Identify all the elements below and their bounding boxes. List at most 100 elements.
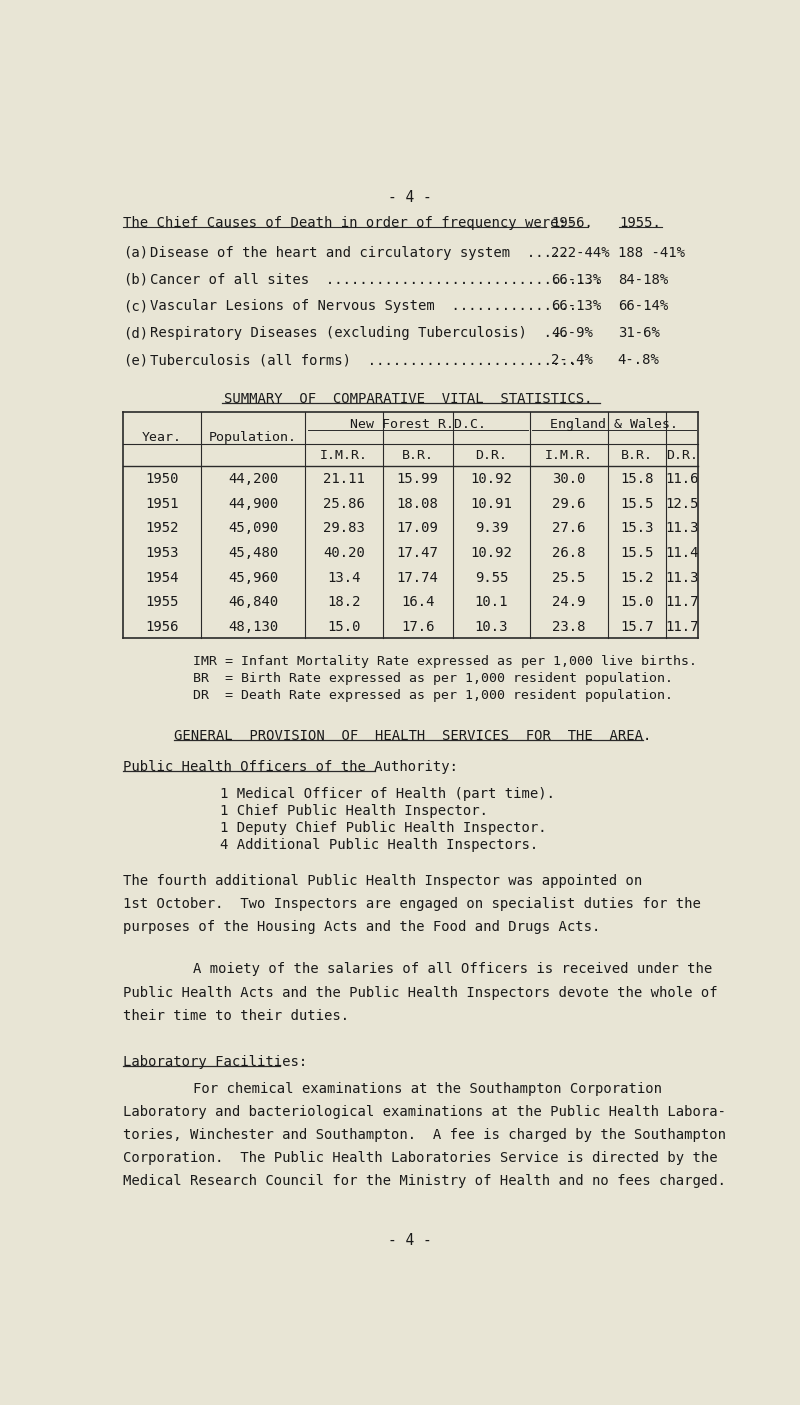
Text: purposes of the Housing Acts and the Food and Drugs Acts.: purposes of the Housing Acts and the Foo… [123,920,601,934]
Text: Corporation.  The Public Health Laboratories Service is directed by the: Corporation. The Public Health Laborator… [123,1151,718,1165]
Text: 2-.4%: 2-.4% [551,354,593,367]
Text: I.M.R.: I.M.R. [320,448,368,462]
Text: 21.11: 21.11 [323,472,365,486]
Text: Laboratory and bacteriological examinations at the Public Health Labora-: Laboratory and bacteriological examinati… [123,1104,726,1118]
Text: Cancer of all sites  .................................: Cancer of all sites ....................… [150,273,602,287]
Text: New Forest R.D.C.: New Forest R.D.C. [350,419,486,431]
Text: 45,090: 45,090 [228,521,278,535]
Text: 15.99: 15.99 [397,472,438,486]
Text: 29.6: 29.6 [552,496,586,510]
Text: B.R.: B.R. [402,448,434,462]
Text: 10.3: 10.3 [474,620,508,634]
Text: (e): (e) [123,354,148,367]
Text: 9.39: 9.39 [474,521,508,535]
Text: 4-.8%: 4-.8% [618,354,659,367]
Text: 15.5: 15.5 [620,496,654,510]
Text: DR  = Death Rate expressed as per 1,000 resident population.: DR = Death Rate expressed as per 1,000 r… [193,688,673,702]
Text: The fourth additional Public Health Inspector was appointed on: The fourth additional Public Health Insp… [123,874,642,888]
Text: 1951: 1951 [146,496,178,510]
Text: 17.47: 17.47 [397,547,438,561]
Text: - 4 -: - 4 - [388,1232,432,1248]
Text: 10.92: 10.92 [470,547,512,561]
Text: 4 Additional Public Health Inspectors.: 4 Additional Public Health Inspectors. [220,837,538,851]
Text: Laboratory Facilities:: Laboratory Facilities: [123,1055,307,1069]
Text: 66-14%: 66-14% [618,299,668,313]
Text: (a): (a) [123,246,148,260]
Text: 84-18%: 84-18% [618,273,668,287]
Text: 9.55: 9.55 [474,570,508,584]
Text: 48,130: 48,130 [228,620,278,634]
Text: Vascular Lesions of Nervous System  ...............: Vascular Lesions of Nervous System .....… [150,299,578,313]
Text: 23.8: 23.8 [552,620,586,634]
Text: IMR = Infant Mortality Rate expressed as per 1,000 live births.: IMR = Infant Mortality Rate expressed as… [193,655,697,669]
Text: 25.5: 25.5 [552,570,586,584]
Text: 15.0: 15.0 [620,596,654,610]
Text: 1956: 1956 [146,620,178,634]
Text: 1st October.  Two Inspectors are engaged on specialist duties for the: 1st October. Two Inspectors are engaged … [123,896,701,910]
Text: BR  = Birth Rate expressed as per 1,000 resident population.: BR = Birth Rate expressed as per 1,000 r… [193,672,673,686]
Text: 1955.: 1955. [619,216,661,230]
Text: 26.8: 26.8 [552,547,586,561]
Text: The Chief Causes of Death in order of frequency were:-: The Chief Causes of Death in order of fr… [123,216,575,230]
Text: 45,480: 45,480 [228,547,278,561]
Text: D.R.: D.R. [666,448,698,462]
Text: (d): (d) [123,326,148,340]
Text: 1950: 1950 [146,472,178,486]
Text: 44,200: 44,200 [228,472,278,486]
Text: SUMMARY  OF  COMPARATIVE  VITAL  STATISTICS.: SUMMARY OF COMPARATIVE VITAL STATISTICS. [224,392,593,406]
Text: A moiety of the salaries of all Officers is received under the: A moiety of the salaries of all Officers… [193,962,712,976]
Text: 16.4: 16.4 [401,596,434,610]
Text: 13.4: 13.4 [327,570,361,584]
Text: 1 Deputy Chief Public Health Inspector.: 1 Deputy Chief Public Health Inspector. [220,821,546,835]
Text: Public Health Officers of the Authority:: Public Health Officers of the Authority: [123,760,458,774]
Text: 10.1: 10.1 [474,596,508,610]
Text: Disease of the heart and circulatory system  .....: Disease of the heart and circulatory sys… [150,246,569,260]
Text: 11.6: 11.6 [666,472,698,486]
Text: D.R.: D.R. [475,448,507,462]
Text: 1952: 1952 [146,521,178,535]
Text: 44,900: 44,900 [228,496,278,510]
Text: 11.7: 11.7 [666,596,698,610]
Text: 66-13%: 66-13% [551,273,602,287]
Text: England & Wales.: England & Wales. [550,419,678,431]
Text: 11.3: 11.3 [666,521,698,535]
Text: 18.2: 18.2 [327,596,361,610]
Text: 46-9%: 46-9% [551,326,593,340]
Text: 25.86: 25.86 [323,496,365,510]
Text: B.R.: B.R. [621,448,653,462]
Text: 1955: 1955 [146,596,178,610]
Text: 15.3: 15.3 [620,521,654,535]
Text: GENERAL  PROVISION  OF  HEALTH  SERVICES  FOR  THE  AREA.: GENERAL PROVISION OF HEALTH SERVICES FOR… [174,729,651,743]
Text: Respiratory Diseases (excluding Tuberculosis)  ...: Respiratory Diseases (excluding Tubercul… [150,326,569,340]
Text: Population.: Population. [209,431,297,444]
Text: (c): (c) [123,299,148,313]
Text: 15.0: 15.0 [327,620,361,634]
Text: (b): (b) [123,273,148,287]
Text: Medical Research Council for the Ministry of Health and no fees charged.: Medical Research Council for the Ministr… [123,1175,726,1189]
Text: 40.20: 40.20 [323,547,365,561]
Text: 30.0: 30.0 [552,472,586,486]
Text: 15.5: 15.5 [620,547,654,561]
Text: 11.7: 11.7 [666,620,698,634]
Text: 1954: 1954 [146,570,178,584]
Text: - 4 -: - 4 - [388,190,432,205]
Text: 17.74: 17.74 [397,570,438,584]
Text: Tuberculosis (all forms)  ..........................: Tuberculosis (all forms) ...............… [150,354,586,367]
Text: 1956.: 1956. [551,216,593,230]
Text: 10.92: 10.92 [470,472,512,486]
Text: 1 Medical Officer of Health (part time).: 1 Medical Officer of Health (part time). [220,787,555,801]
Text: 17.09: 17.09 [397,521,438,535]
Text: Public Health Acts and the Public Health Inspectors devote the whole of: Public Health Acts and the Public Health… [123,985,718,999]
Text: 27.6: 27.6 [552,521,586,535]
Text: 1953: 1953 [146,547,178,561]
Text: 18.08: 18.08 [397,496,438,510]
Text: 15.8: 15.8 [620,472,654,486]
Text: 188 -41%: 188 -41% [618,246,685,260]
Text: 15.2: 15.2 [620,570,654,584]
Text: 15.7: 15.7 [620,620,654,634]
Text: 31-6%: 31-6% [618,326,659,340]
Text: 12.5: 12.5 [666,496,698,510]
Text: 66-13%: 66-13% [551,299,602,313]
Text: 11.4: 11.4 [666,547,698,561]
Text: 46,840: 46,840 [228,596,278,610]
